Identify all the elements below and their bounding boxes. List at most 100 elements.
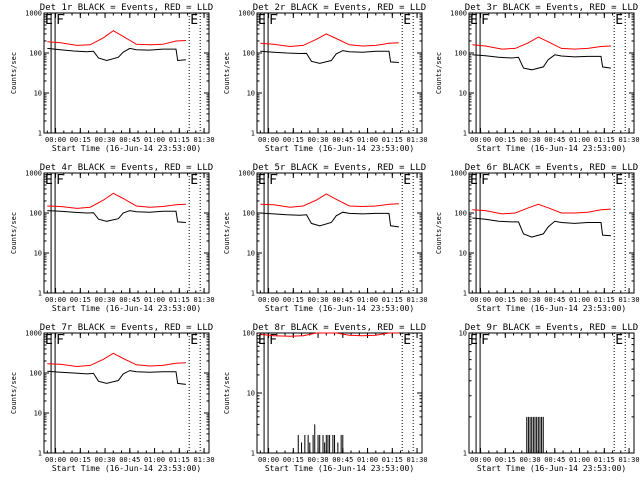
y-axis-label: Counts/sec	[223, 212, 231, 254]
x-axis-label: Start Time (16-Jun-14 23:53:00)	[265, 304, 414, 313]
marker-label: F	[481, 13, 489, 28]
lld-series-line	[47, 192, 186, 209]
marker-label: E	[258, 173, 266, 188]
x-tick-label: 00:15	[70, 136, 91, 144]
y-axis-label: Counts/sec	[435, 212, 443, 254]
x-tick-label: 01:15	[594, 456, 615, 464]
lld-series-line	[260, 332, 399, 337]
events-series-line	[47, 370, 186, 385]
x-tick-label: 01:00	[357, 456, 378, 464]
x-tick-label: 00:45	[544, 296, 565, 304]
plot-frame	[43, 172, 210, 294]
y-tick-label: 1000	[450, 10, 467, 18]
y-tick-label: 1000	[25, 330, 42, 338]
y-tick-label: 1000	[25, 170, 42, 178]
marker-label: E	[403, 333, 411, 348]
plot-frame	[256, 332, 423, 454]
lld-series-line	[47, 352, 186, 368]
y-tick-label: 100	[29, 50, 42, 58]
events-series-line	[260, 50, 399, 64]
lld-series-line	[260, 193, 399, 208]
x-tick-label: 00:00	[45, 136, 66, 144]
panel-3: Det 3r BLACK = Events, RED = LLD 1 10 100 10…	[435, 3, 640, 153]
x-tick-label: 00:00	[470, 136, 491, 144]
y-tick-label: 1	[463, 450, 467, 458]
x-tick-label: 00:30	[308, 136, 329, 144]
y-tick-label: 1	[38, 450, 42, 458]
x-tick-label: 00:30	[520, 136, 541, 144]
panel-title: Det 8r BLACK = Events, RED = LLD	[253, 323, 426, 333]
marker-label: F	[56, 13, 64, 28]
events-series-line	[260, 211, 399, 228]
lld-series-line	[260, 33, 399, 48]
x-tick-label: 01:00	[144, 136, 165, 144]
x-tick-label: 01:15	[169, 136, 190, 144]
y-tick-label: 1	[463, 290, 467, 298]
marker-label: E	[258, 333, 266, 348]
plot-frame	[256, 12, 423, 134]
plot-frame	[43, 332, 210, 454]
x-tick-label: 00:15	[283, 296, 304, 304]
panel-title: Det 6r BLACK = Events, RED = LLD	[465, 163, 638, 173]
y-tick-label: 10	[34, 250, 42, 258]
x-tick-label: 01:00	[569, 296, 590, 304]
y-tick-label: 1	[251, 130, 255, 138]
lld-series-line	[47, 30, 186, 46]
y-axis-label: Counts/sec	[10, 372, 18, 414]
y-tick-label: 10	[459, 90, 467, 98]
marker-label: E	[615, 13, 623, 28]
x-tick-label: 01:15	[169, 296, 190, 304]
panel-6: Det 6r BLACK = Events, RED = LLD 1 10 100 10…	[435, 163, 640, 313]
y-tick-label: 100	[454, 50, 467, 58]
y-tick-label: 100	[242, 210, 255, 218]
panel-1: Det 1r BLACK = Events, RED = LLD 1 10 100 10…	[10, 3, 215, 153]
marker-label: E	[470, 333, 478, 348]
marker-label: E	[615, 173, 623, 188]
marker-label: E	[190, 173, 198, 188]
x-tick-label: 01:15	[382, 456, 403, 464]
x-tick-label: 01:15	[169, 456, 190, 464]
x-tick-label: 00:45	[544, 456, 565, 464]
y-tick-label: 100	[454, 210, 467, 218]
x-tick-label: 00:45	[119, 136, 140, 144]
x-tick-label: 00:00	[258, 456, 279, 464]
x-axis-label: Start Time (16-Jun-14 23:53:00)	[265, 144, 414, 153]
lld-series-line	[472, 203, 611, 215]
plot-frame	[256, 172, 423, 294]
x-tick-label: 01:30	[619, 136, 640, 144]
x-tick-label: 00:15	[283, 136, 304, 144]
y-tick-label: 1	[38, 290, 42, 298]
marker-label: F	[56, 173, 64, 188]
panel-title: Det 7r BLACK = Events, RED = LLD	[40, 323, 213, 333]
panel-title: Det 9r BLACK = Events, RED = LLD	[465, 323, 638, 333]
marker-label: F	[56, 333, 64, 348]
x-axis-label: Start Time (16-Jun-14 23:53:00)	[52, 464, 201, 473]
x-tick-label: 00:15	[283, 456, 304, 464]
marker-label: E	[615, 333, 623, 348]
marker-label: E	[403, 13, 411, 28]
x-tick-label: 01:30	[194, 136, 215, 144]
y-tick-label: 10	[247, 250, 255, 258]
x-tick-label: 00:30	[95, 456, 116, 464]
x-tick-label: 00:45	[544, 136, 565, 144]
panel-9: Det 9r BLACK = Events, RED = LLD 1 10 00:00…	[459, 323, 640, 473]
y-tick-label: 1000	[238, 10, 255, 18]
x-tick-label: 01:30	[194, 296, 215, 304]
x-tick-label: 00:30	[95, 296, 116, 304]
panel-title: Det 3r BLACK = Events, RED = LLD	[465, 3, 638, 13]
marker-label: F	[269, 333, 277, 348]
y-axis-label: Counts/sec	[223, 372, 231, 414]
marker-label: F	[481, 333, 489, 348]
x-tick-label: 01:00	[569, 136, 590, 144]
x-tick-label: 01:00	[144, 296, 165, 304]
marker-label: E	[190, 333, 198, 348]
x-tick-label: 00:30	[308, 296, 329, 304]
x-tick-label: 00:15	[495, 296, 516, 304]
marker-label: E	[45, 13, 53, 28]
x-axis-label: Start Time (16-Jun-14 23:53:00)	[52, 304, 201, 313]
marker-label: E	[258, 13, 266, 28]
x-tick-label: 00:45	[332, 296, 353, 304]
panel-5: Det 5r BLACK = Events, RED = LLD 1 10 100 10…	[223, 163, 428, 313]
x-tick-label: 00:00	[258, 296, 279, 304]
